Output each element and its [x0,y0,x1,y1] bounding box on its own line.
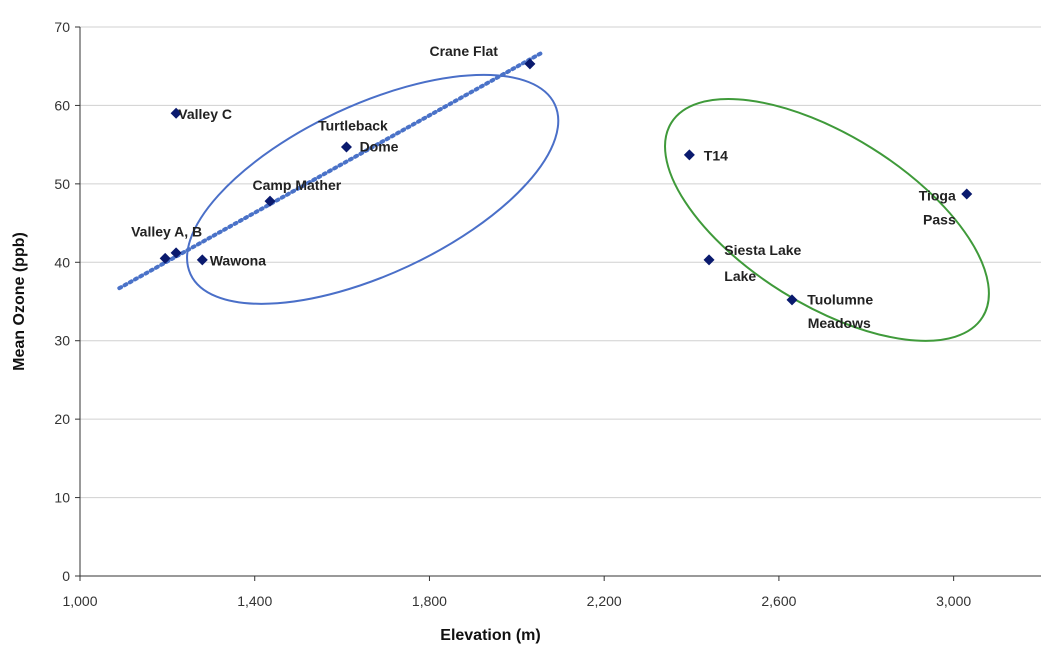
point-label: Tuolumne [807,292,873,308]
group-2-ellipse [664,98,990,342]
axes: 0 10 20 30 40 50 60 70 1,000 1,400 1,800 2,200 2,600… [54,19,1041,609]
y-tick-label: 10 [54,490,70,506]
data-point [340,141,352,153]
point-label: T14 [704,147,728,163]
point-label: Tioga [919,187,956,203]
point-label: Wawona [210,252,266,268]
x-tick-label: 3,000 [936,593,971,609]
point-label: Meadows [808,315,871,331]
point-label: Turtleback [318,118,388,134]
data-point [170,247,182,259]
x-tick-label: 1,000 [62,593,97,609]
y-axis-title: Mean Ozone (ppb) [11,232,28,371]
y-tick-label: 40 [54,254,70,270]
point-label: Valley C [178,106,232,122]
data-point [524,58,536,70]
data-point [683,149,695,161]
point-label: Pass [923,212,956,228]
data-point [159,252,171,264]
point-labels: Valley C Valley A, B Wawona Camp Mather Turt… [131,43,956,331]
x-axis-title: Elevation (m) [440,627,540,644]
data-point [170,107,182,119]
point-label: Camp Mather [253,177,342,193]
x-tick-label: 1,400 [237,593,272,609]
grid-lines [80,26,1041,499]
y-tick-label: 60 [54,97,70,113]
trendline-layer [117,50,546,291]
point-label: Lake [724,268,756,284]
point-label: Crane Flat [429,43,498,59]
x-tick-label: 2,200 [587,593,622,609]
data-point [961,188,973,200]
y-tick-label: 20 [54,411,70,427]
x-tick-label: 2,600 [761,593,796,609]
y-tick-label: 70 [54,19,70,35]
data-point [196,254,208,266]
data-point [786,294,798,306]
point-label: Valley A, B [131,223,202,239]
group-ellipses [186,73,990,342]
trendline [117,50,546,291]
x-tick-label: 1,800 [412,593,447,609]
y-tick-label: 30 [54,333,70,349]
y-tick-label: 0 [62,568,70,584]
point-label: Siesta Lake [724,242,801,258]
point-label: Dome [360,139,399,155]
group-1-ellipse [186,73,560,305]
data-point [703,254,715,266]
y-tick-label: 50 [54,176,70,192]
data-points [159,58,973,306]
data-point [264,195,276,207]
